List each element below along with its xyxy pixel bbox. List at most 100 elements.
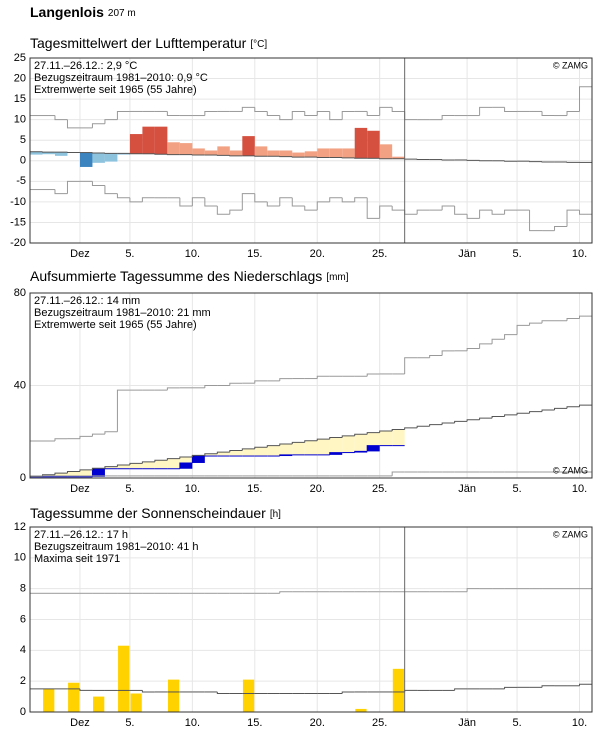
step-line <box>566 209 580 227</box>
step-line <box>166 111 180 117</box>
step-line <box>479 343 493 349</box>
step-line <box>341 110 355 120</box>
step-line <box>304 111 318 117</box>
bar <box>392 668 405 712</box>
increment-bar <box>92 468 105 477</box>
y-tick-label: 4 <box>20 644 26 656</box>
y-tick-label: 2 <box>20 675 26 687</box>
legend-entry: Extremwerte seit 1965 (55 Jahre) <box>34 84 197 96</box>
legend-entry: 27.11.–26.12.: 2,9 °C <box>34 60 137 72</box>
bar <box>242 679 255 712</box>
step-line <box>479 106 493 116</box>
step-line <box>291 441 305 445</box>
step-line <box>554 407 568 411</box>
anomaly-bar <box>117 153 130 155</box>
step-line <box>329 437 343 440</box>
x-tick-label: 5. <box>512 248 521 260</box>
step-line <box>254 380 268 384</box>
y-tick-label: 0 <box>20 155 26 167</box>
title-text: Aufsummierte Tagessumme des Niederschlag… <box>30 268 322 284</box>
anomaly-bar <box>154 126 168 155</box>
anomaly-bar <box>192 148 205 156</box>
x-tick-label: 10. <box>572 483 587 495</box>
step-line <box>54 189 68 195</box>
step-line <box>416 425 430 428</box>
step-line <box>91 433 105 437</box>
step-line <box>279 197 293 206</box>
step-line <box>341 197 355 203</box>
anomaly-bar <box>242 136 255 156</box>
deficit-fill <box>204 453 218 457</box>
step-line <box>491 415 505 419</box>
step-line <box>366 373 380 377</box>
step-line <box>441 205 455 211</box>
deficit-fill <box>392 429 405 446</box>
step-line <box>54 472 68 475</box>
anomaly-bar <box>129 134 143 154</box>
bar <box>43 688 55 712</box>
legend-entry: 27.11.–26.12.: 14 mm <box>34 295 140 307</box>
step-line <box>104 431 118 435</box>
step-line <box>466 348 480 351</box>
y-tick-label: -15 <box>10 216 26 228</box>
step-line <box>366 445 380 452</box>
chart-title: Tagesmittelwert der Lufttemperatur [°C] <box>30 35 267 51</box>
deficit-fill <box>254 447 268 457</box>
step-line <box>504 414 518 417</box>
anomaly-bar <box>292 152 305 158</box>
step-line <box>266 445 280 448</box>
step-line <box>316 375 330 379</box>
step-line <box>366 197 380 219</box>
x-tick-label: 5. <box>125 717 134 729</box>
increment-bar <box>329 452 343 455</box>
anomaly-bar <box>329 148 343 158</box>
x-tick-label: 20. <box>310 717 325 729</box>
x-tick-label: 20. <box>310 483 325 495</box>
step-line <box>504 334 518 340</box>
step-line <box>116 193 130 199</box>
step-line <box>229 382 243 386</box>
x-tick-label: 5. <box>512 717 521 729</box>
step-line <box>579 86 592 112</box>
anomaly-bar <box>217 146 230 156</box>
x-tick-label: Jän <box>458 483 476 495</box>
bar <box>168 679 180 712</box>
step-line <box>354 197 368 202</box>
step-line <box>204 453 218 456</box>
y-tick-label: 20 <box>14 72 26 84</box>
deficit-fill <box>104 466 118 469</box>
y-tick-label: 12 <box>14 521 26 533</box>
deficit-fill <box>179 456 193 463</box>
step-line <box>391 107 405 112</box>
deficit-fill <box>354 434 368 452</box>
title-text: Tagesmittelwert der Lufttemperatur <box>30 35 247 51</box>
step-line <box>229 449 243 453</box>
step-line <box>104 466 118 469</box>
step-line <box>454 688 468 691</box>
unit: [°C] <box>250 39 267 50</box>
y-tick-label: 10 <box>14 552 26 564</box>
increment-bar <box>354 451 368 453</box>
step-line <box>354 433 368 436</box>
deficit-fill <box>379 431 393 446</box>
y-tick-label: 0 <box>20 472 26 484</box>
x-tick-label: 10. <box>572 717 587 729</box>
step-line <box>254 107 268 112</box>
step-line <box>104 119 118 124</box>
increment-bar <box>279 454 293 457</box>
step-line <box>179 456 193 459</box>
step-line <box>541 320 555 324</box>
x-tick-label: 25. <box>372 483 387 495</box>
step-line <box>54 115 68 121</box>
chart-title: Tagessumme der Sonnenscheindauer [h] <box>30 505 281 521</box>
y-tick-label: 8 <box>20 583 26 595</box>
x-tick-label: 10. <box>185 483 200 495</box>
y-tick-label: 40 <box>14 379 26 391</box>
deficit-fill <box>367 432 380 446</box>
deficit-fill <box>129 463 143 469</box>
anomaly-bar <box>167 142 180 155</box>
step-line <box>566 110 580 116</box>
step-line <box>204 197 218 207</box>
step-line <box>516 412 530 415</box>
step-line <box>441 115 455 120</box>
